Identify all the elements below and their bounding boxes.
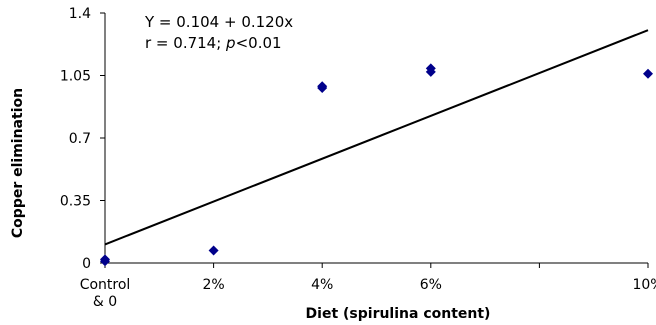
data-points (100, 63, 653, 267)
data-point-4 (317, 81, 328, 92)
y-tick-label-4: 1.4 (69, 6, 91, 22)
x-tick-label-4: 10% (632, 277, 656, 293)
data-point-1 (100, 254, 110, 265)
x-tick-label-3: 6% (420, 277, 442, 293)
p-value: <0.01 (236, 34, 282, 52)
y-axis-title: Copper elimination (10, 88, 26, 238)
correlation-annotation: r = 0.714; p<0.01 (145, 34, 282, 52)
y-tick-label-3: 1.05 (60, 69, 91, 85)
y-tick-label-1: 0.35 (60, 194, 91, 210)
correlation-text: r = 0.714; (145, 34, 226, 52)
x-tick-label-1: 2% (202, 277, 224, 293)
regression-line-group (104, 29, 649, 246)
x-tick-label-2: 4% (311, 277, 333, 293)
x-tick-label-0: Control & 0 (80, 277, 131, 310)
y-tick-labels: 0 0.35 0.7 1.05 1.4 (60, 6, 91, 272)
regression-line (104, 29, 649, 246)
p-symbol: p (225, 34, 236, 52)
data-point-7 (643, 68, 653, 79)
x-axis-title: Diet (spirulina content) (306, 306, 491, 322)
regression-equation: Y = 0.104 + 0.120x (144, 13, 293, 31)
x-tick-labels: Control& 0 2% 4% 6% 10% (80, 277, 656, 310)
data-point-6 (425, 63, 436, 74)
data-point-2 (208, 245, 219, 256)
tick-marks (100, 12, 649, 268)
y-tick-label-0: 0 (82, 256, 91, 272)
y-tick-label-2: 0.7 (69, 131, 91, 147)
